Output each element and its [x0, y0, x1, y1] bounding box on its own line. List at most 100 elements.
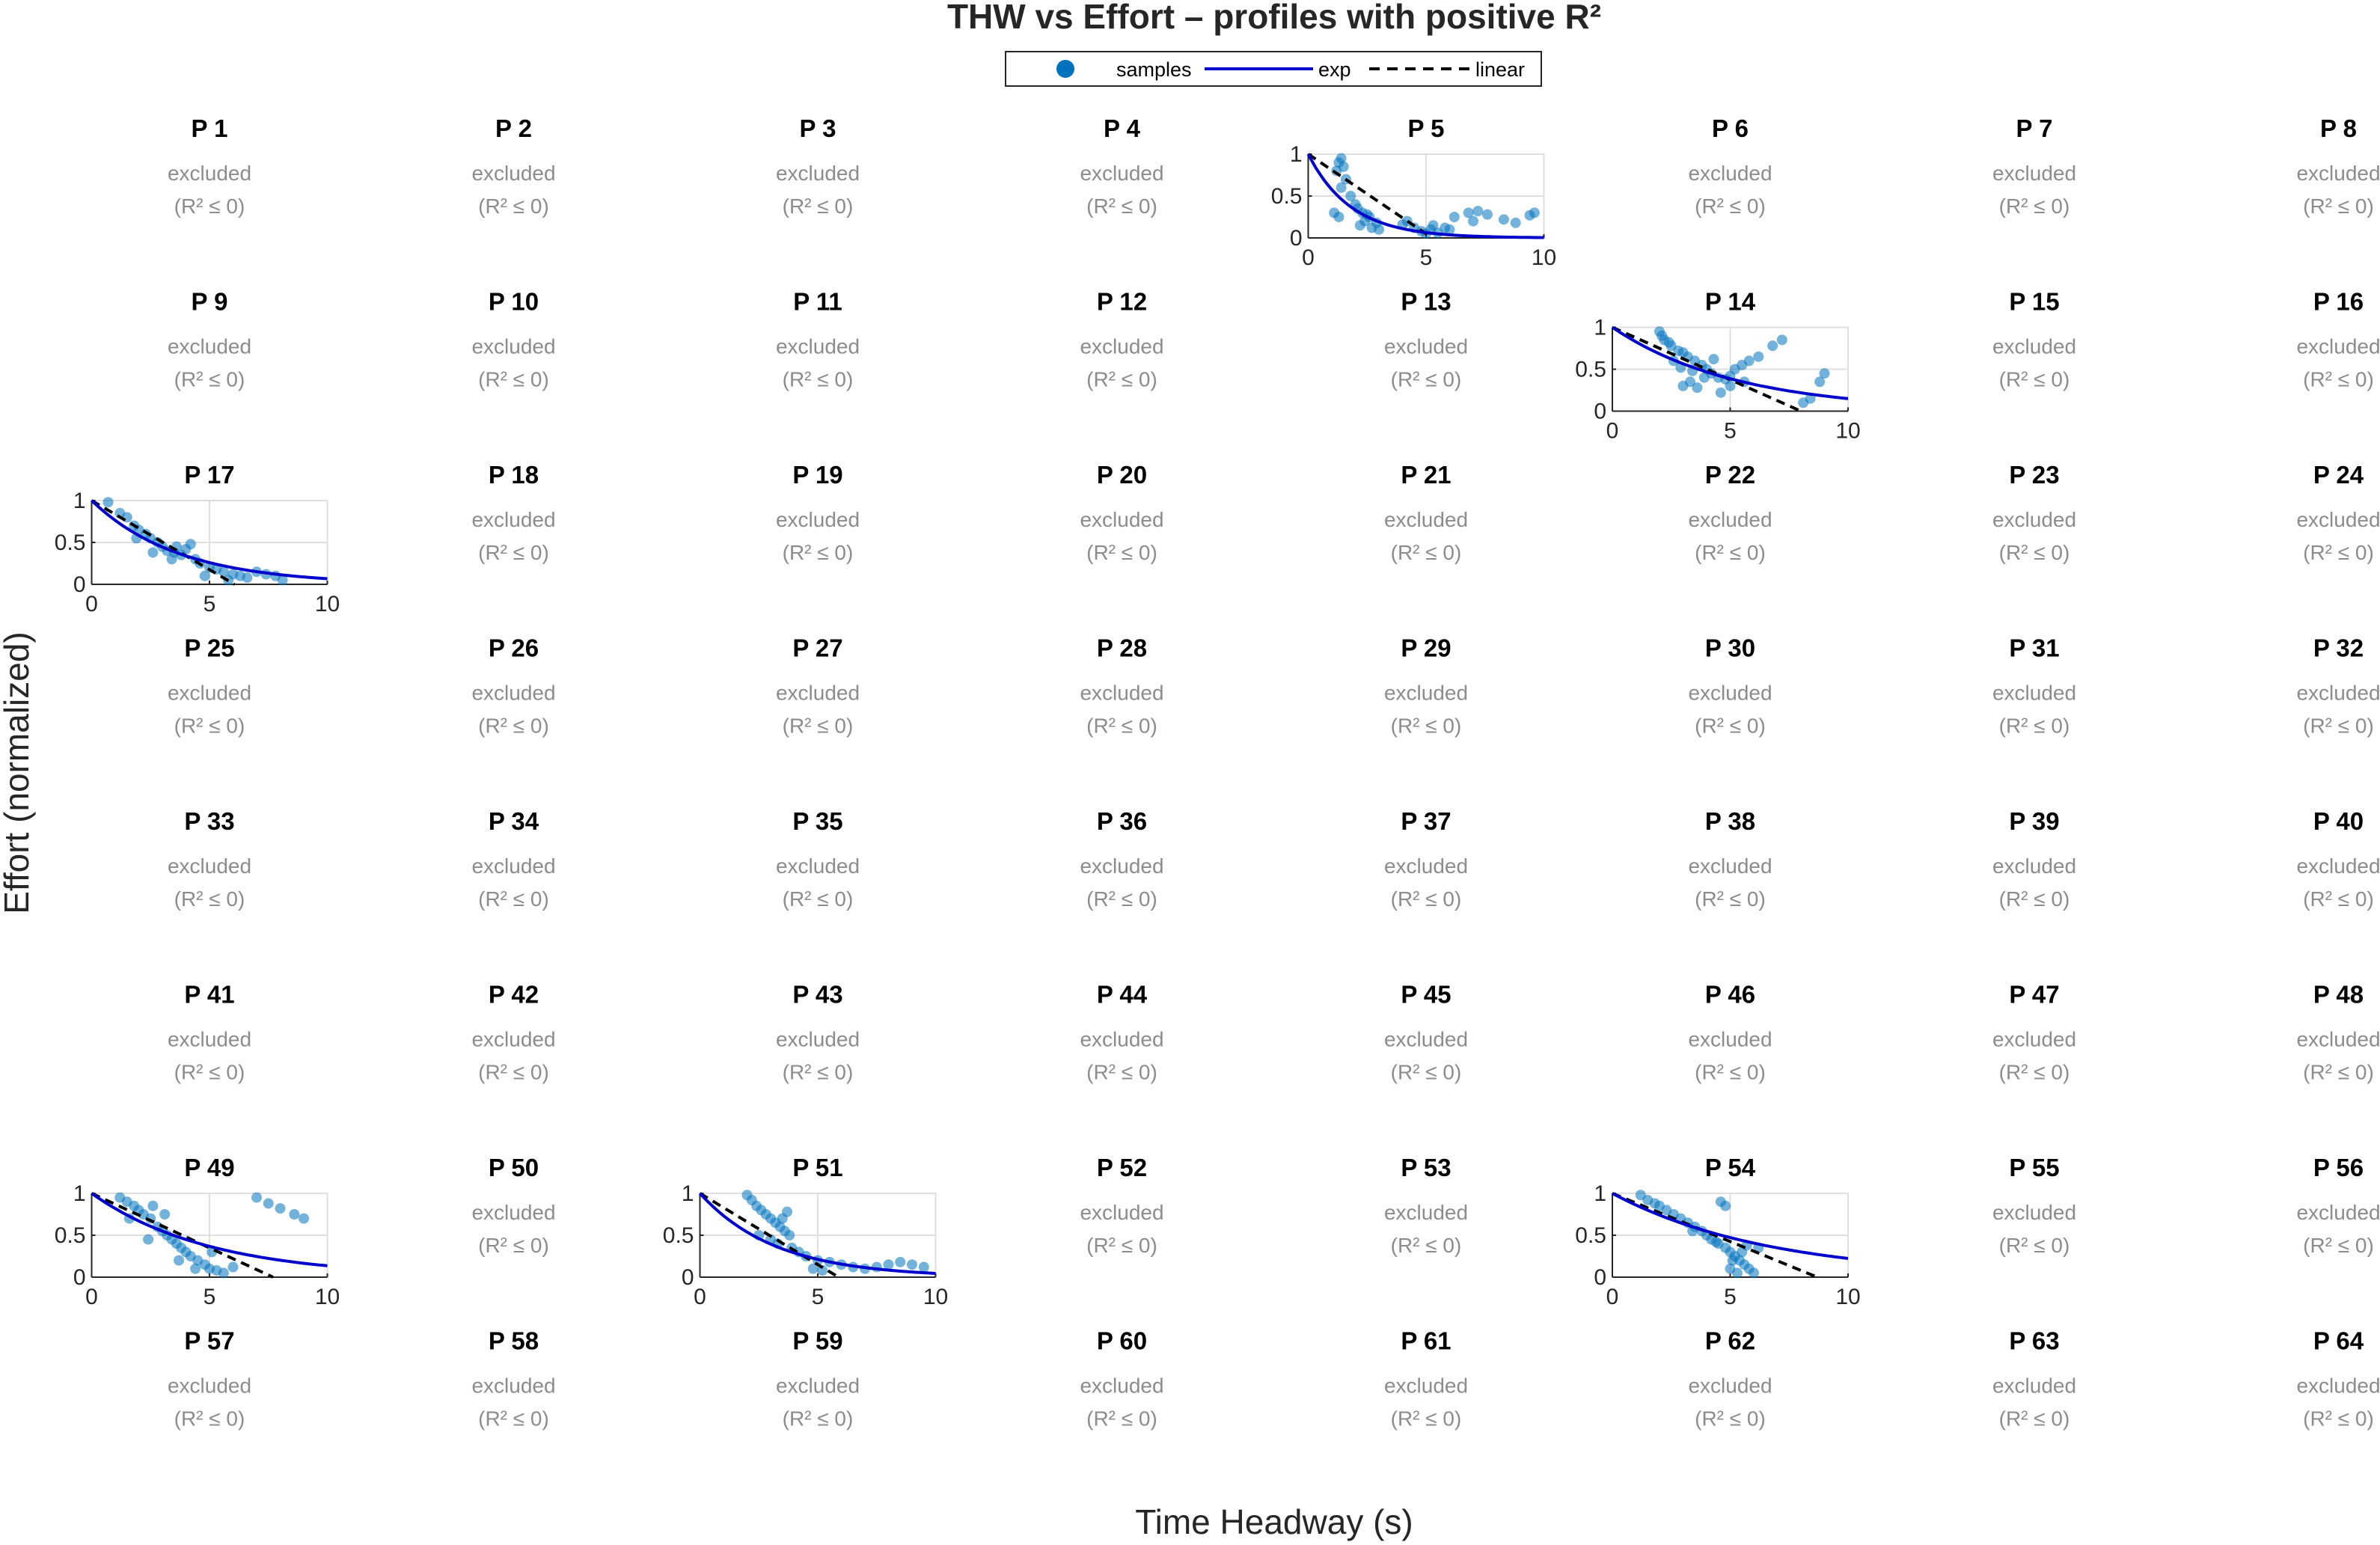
panel-title: P 20	[1097, 461, 1147, 489]
panel-title: P 1	[192, 114, 228, 142]
panel-53: P 53 excluded (R² ≤ 0)	[1384, 1154, 1468, 1257]
excluded-condition: (R² ≤ 0)	[174, 195, 245, 218]
panel-28: P 28 excluded (R² ≤ 0)	[1080, 634, 1163, 738]
sample-point	[1336, 182, 1347, 193]
excluded-label: excluded	[1384, 854, 1468, 878]
panel-title: P 17	[184, 461, 234, 489]
excluded-condition: (R² ≤ 0)	[1086, 1407, 1157, 1431]
excluded-condition: (R² ≤ 0)	[1086, 1234, 1157, 1257]
panel-35: P 35 excluded (R² ≤ 0)	[776, 807, 860, 911]
panel-33: P 33 excluded (R² ≤ 0)	[168, 807, 251, 911]
excluded-condition: (R² ≤ 0)	[2303, 715, 2374, 738]
excluded-label: excluded	[2296, 508, 2380, 531]
x-tick-label: 5	[1420, 245, 1433, 270]
excluded-label: excluded	[471, 335, 555, 358]
excluded-condition: (R² ≤ 0)	[2303, 195, 2374, 218]
y-tick-label: 0.5	[55, 1223, 86, 1248]
sample-point	[1440, 222, 1451, 233]
excluded-condition: (R² ≤ 0)	[174, 715, 245, 738]
legend-exp-label: exp	[1318, 58, 1351, 81]
excluded-condition: (R² ≤ 0)	[783, 887, 854, 911]
excluded-condition: (R² ≤ 0)	[1086, 715, 1157, 738]
excluded-label: excluded	[168, 162, 251, 185]
sample-point	[159, 1209, 171, 1220]
excluded-label: excluded	[1384, 1028, 1468, 1051]
panel-19: P 19 excluded (R² ≤ 0)	[776, 461, 860, 564]
panel-title: P 13	[1401, 288, 1451, 316]
panel-title: P 59	[792, 1327, 842, 1355]
panel-56: P 56 excluded (R² ≤ 0)	[2296, 1154, 2380, 1257]
excluded-condition: (R² ≤ 0)	[478, 715, 549, 738]
sample-point	[218, 1267, 229, 1279]
excluded-condition: (R² ≤ 0)	[1695, 195, 1766, 218]
panel-title: P 64	[2313, 1327, 2364, 1355]
panel-24: P 24 excluded (R² ≤ 0)	[2296, 461, 2380, 564]
sample-point	[1468, 215, 1478, 227]
excluded-label: excluded	[1384, 335, 1468, 358]
excluded-condition: (R² ≤ 0)	[1391, 1234, 1462, 1257]
y-tick-label: 1	[1290, 142, 1303, 167]
y-tick-label: 0	[73, 1265, 86, 1290]
excluded-label: excluded	[1992, 1201, 2076, 1224]
sample-point	[190, 1263, 201, 1274]
x-tick-label: 10	[315, 1285, 340, 1309]
sample-point	[1481, 209, 1493, 220]
x-axis-label: Time Headway (s)	[1135, 1502, 1413, 1541]
panel-title: P 43	[792, 981, 842, 1009]
exp-fit-curve	[91, 499, 328, 581]
x-tick-label: 5	[1724, 419, 1737, 444]
sample-point	[782, 1206, 793, 1217]
exp-fit-curve	[1612, 1192, 1849, 1260]
excluded-label: excluded	[1992, 1374, 2076, 1398]
excluded-label: excluded	[1688, 508, 1772, 531]
panel-title: P 27	[792, 634, 842, 662]
sample-point	[275, 1203, 286, 1214]
excluded-condition: (R² ≤ 0)	[478, 1407, 549, 1431]
excluded-condition: (R² ≤ 0)	[2303, 1061, 2374, 1084]
excluded-label: excluded	[168, 682, 251, 705]
excluded-condition: (R² ≤ 0)	[1391, 368, 1462, 391]
sample-point	[1472, 206, 1484, 217]
excluded-condition: (R² ≤ 0)	[1086, 887, 1157, 911]
panel-title: P 30	[1705, 634, 1755, 662]
excluded-condition: (R² ≤ 0)	[1999, 1061, 2070, 1084]
excluded-label: excluded	[1080, 1374, 1163, 1398]
y-tick-label: 0	[682, 1265, 694, 1290]
panel-18: P 18 excluded (R² ≤ 0)	[471, 461, 555, 564]
panel-title: P 57	[184, 1327, 234, 1355]
sample-point	[895, 1256, 906, 1267]
excluded-label: excluded	[1992, 682, 2076, 705]
panel-title: P 31	[2009, 634, 2059, 662]
excluded-label: excluded	[1992, 854, 2076, 878]
panel-47: P 47 excluded (R² ≤ 0)	[1992, 981, 2076, 1084]
excluded-condition: (R² ≤ 0)	[1695, 1061, 1766, 1084]
y-tick-label: 0.5	[1575, 1223, 1606, 1248]
sample-point	[121, 512, 132, 523]
x-tick-label: 5	[1724, 1285, 1737, 1309]
x-tick-label: 10	[1532, 245, 1556, 270]
panel-title: P 29	[1401, 634, 1451, 662]
panel-64: P 64 excluded (R² ≤ 0)	[2296, 1327, 2380, 1431]
x-tick-label: 10	[315, 592, 340, 617]
x-tick-label: 10	[1835, 1285, 1860, 1309]
excluded-condition: (R² ≤ 0)	[1391, 1407, 1462, 1431]
excluded-condition: (R² ≤ 0)	[1999, 1234, 2070, 1257]
excluded-condition: (R² ≤ 0)	[1391, 1061, 1462, 1084]
panel-title: P 26	[489, 634, 539, 662]
sample-point	[277, 575, 288, 586]
sample-point	[1727, 1255, 1738, 1266]
excluded-label: excluded	[2296, 682, 2380, 705]
x-tick-label: 0	[1606, 1285, 1619, 1309]
panel-8: P 8 excluded (R² ≤ 0)	[2296, 114, 2380, 218]
panel-title: P 34	[489, 807, 539, 835]
panel-title: P 28	[1097, 634, 1147, 662]
panel-title: P 39	[2009, 807, 2059, 835]
sample-point	[1684, 376, 1695, 388]
panel-55: P 55 excluded (R² ≤ 0)	[1992, 1154, 2076, 1257]
panel-title: P 35	[792, 807, 842, 835]
sample-point	[1819, 368, 1830, 379]
sample-point	[1731, 1267, 1743, 1279]
